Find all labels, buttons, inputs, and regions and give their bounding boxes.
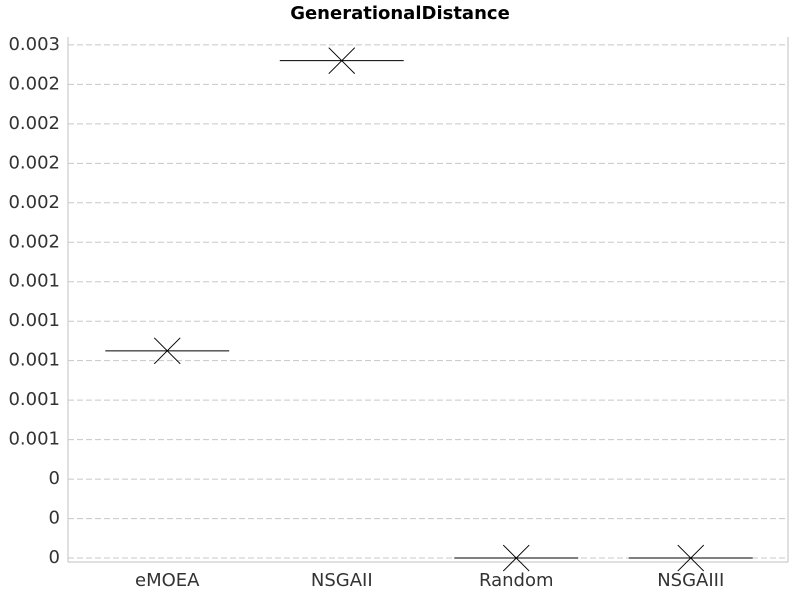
y-tick-label: 0.002 (8, 231, 60, 252)
y-tick-label: 0.001 (8, 310, 60, 331)
x-tick-label: eMOEA (135, 570, 200, 591)
y-tick-label: 0.002 (8, 113, 60, 134)
y-tick-label: 0.001 (8, 350, 60, 371)
mean-marker (677, 544, 705, 572)
y-tick-label: 0.002 (8, 192, 60, 213)
mean-marker (153, 337, 181, 365)
y-tick-label: 0 (49, 468, 60, 489)
y-tick-label: 0.001 (8, 271, 60, 292)
y-tick-label: 0.001 (8, 429, 60, 450)
mean-marker (502, 544, 530, 572)
chart-title: GenerationalDistance (290, 3, 510, 24)
y-tick-label: 0.001 (8, 389, 60, 410)
x-tick-label: Random (479, 570, 554, 591)
y-tick-label: 0.002 (8, 73, 60, 94)
y-tick-label: 0.002 (8, 152, 60, 173)
y-tick-label: 0 (49, 508, 60, 529)
x-tick-label: NSGAII (311, 570, 373, 591)
x-tick-label: NSGAIII (657, 570, 724, 591)
y-tick-label: 0.003 (8, 34, 60, 55)
y-tick-label: 0 (49, 547, 60, 568)
mean-marker (328, 47, 356, 75)
